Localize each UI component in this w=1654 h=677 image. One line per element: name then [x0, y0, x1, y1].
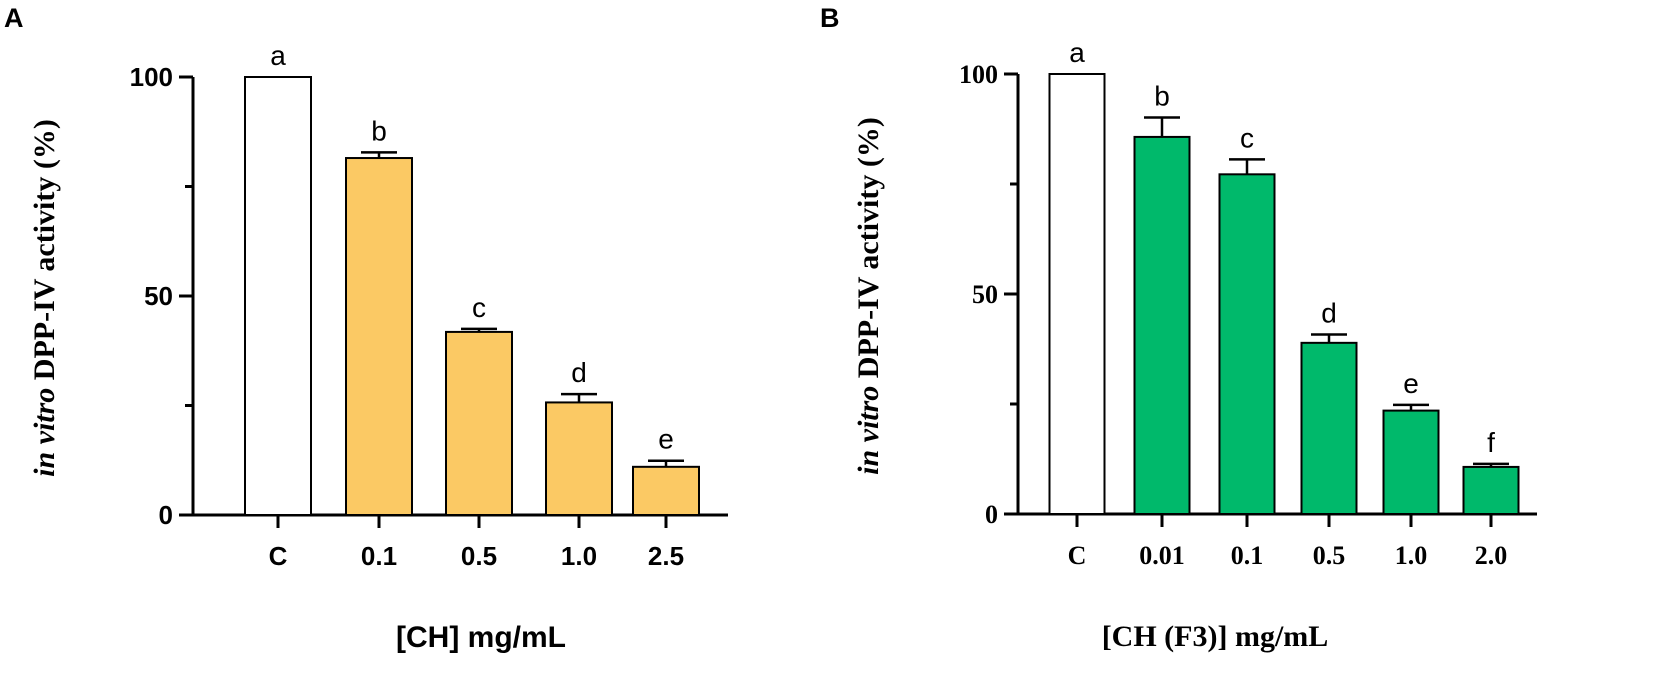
significance-letter: b: [371, 115, 387, 146]
significance-letter: c: [472, 292, 486, 323]
x-tick-label: C: [1068, 541, 1087, 570]
significance-letter: b: [1154, 81, 1170, 112]
bar-2.0: [1462, 465, 1520, 516]
panel-b-x-tick-labels: C 0.01 0.1 0.5 1.0 2.0: [1068, 541, 1508, 570]
y-tick-label: 100: [130, 62, 173, 92]
significance-letter: c: [1240, 122, 1254, 153]
panel-a: A in vitro DPP-IV activity (%) a b c d e C 0.…: [4, 3, 728, 654]
panel-b-y-axis-label: in vitro DPP-IV activity (%): [852, 117, 885, 475]
bar-C: [244, 76, 312, 516]
bar-1.0: [545, 401, 613, 516]
significance-letter: e: [1403, 368, 1419, 399]
bar-0.01: [1133, 135, 1191, 515]
y-tick-label: 50: [972, 280, 998, 309]
panel-b: B in vitro DPP-IV activity (%) a b c d e f C 0…: [820, 3, 1537, 653]
bar-C: [1048, 73, 1106, 515]
panel-b-letter: B: [820, 3, 840, 33]
significance-letter: a: [270, 40, 286, 71]
y-tick-label: 0: [985, 500, 998, 529]
panel-b-significance-letters: a b c d e f: [1069, 37, 1495, 458]
bar-0.1: [1218, 173, 1276, 515]
y-tick-label: 0: [159, 500, 173, 530]
x-tick-label: C: [269, 541, 288, 571]
x-tick-label: 0.5: [1313, 541, 1346, 570]
x-tick-label: 0.5: [461, 541, 497, 571]
bar-1.0: [1382, 409, 1440, 516]
significance-letter: d: [571, 357, 587, 388]
x-tick-label: 2.5: [648, 541, 684, 571]
x-tick-label: 1.0: [1395, 541, 1428, 570]
bar-2.5: [632, 465, 700, 517]
y-tick-label: 100: [959, 60, 998, 89]
x-tick-label: 2.0: [1475, 541, 1508, 570]
panel-a-x-axis-label: [CH] mg/mL: [396, 621, 566, 654]
bar-0.5: [445, 330, 513, 516]
panel-a-y-tick-labels: 0 50 100: [130, 62, 173, 530]
panel-b-x-axis-label: [CH (F3)] mg/mL: [1102, 620, 1329, 653]
significance-letter: f: [1487, 427, 1495, 458]
significance-letter: e: [658, 424, 674, 455]
y-tick-label: 50: [144, 281, 173, 311]
panel-a-significance-letters: a b c d e: [270, 40, 674, 455]
significance-letter: d: [1321, 297, 1337, 328]
panel-a-bars: [244, 76, 700, 517]
bar-0.5: [1300, 341, 1358, 515]
panel-b-y-tick-labels: 0 50 100: [959, 60, 998, 529]
x-tick-label: 1.0: [561, 541, 597, 571]
panel-a-x-tick-labels: C 0.1 0.5 1.0 2.5: [269, 541, 684, 571]
x-tick-label: 0.1: [1231, 541, 1264, 570]
panel-b-bars: [1048, 73, 1520, 516]
panel-a-y-axis-label: in vitro DPP-IV activity (%): [28, 119, 61, 477]
bar-0.1: [345, 157, 413, 516]
x-tick-label: 0.1: [361, 541, 397, 571]
x-tick-label: 0.01: [1139, 541, 1185, 570]
panel-a-letter: A: [4, 3, 24, 33]
significance-letter: a: [1069, 37, 1085, 68]
